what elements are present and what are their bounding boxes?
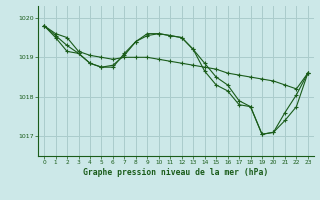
X-axis label: Graphe pression niveau de la mer (hPa): Graphe pression niveau de la mer (hPa)	[84, 168, 268, 177]
